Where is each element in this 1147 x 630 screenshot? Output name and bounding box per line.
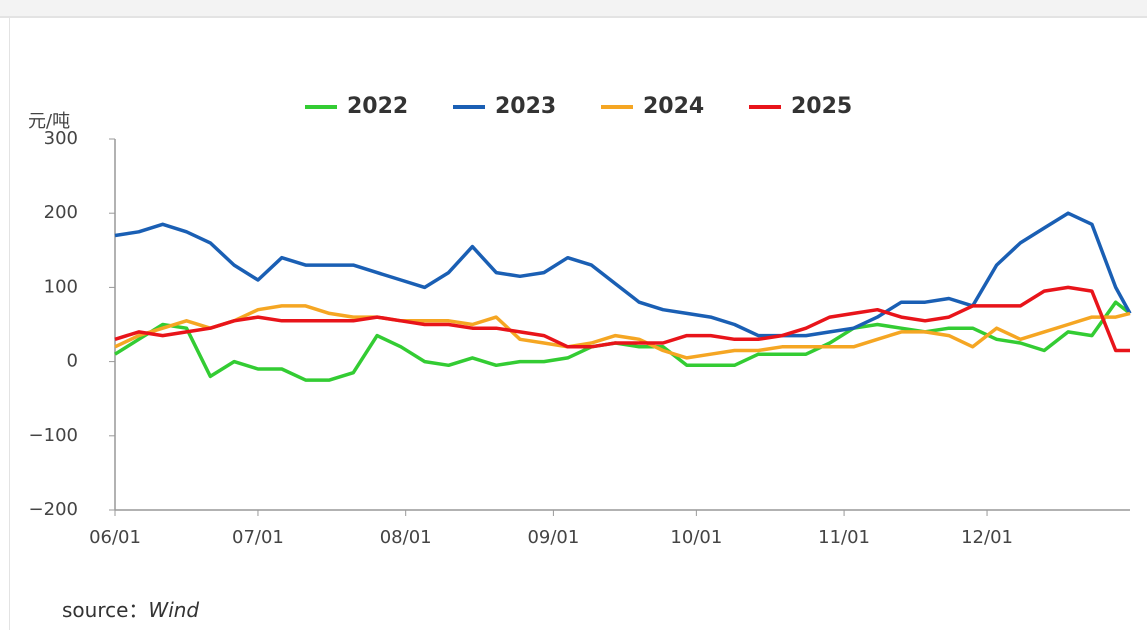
x-tick-label: 07/01 <box>232 527 284 548</box>
legend-text: 2023 <box>495 94 556 119</box>
top-bar <box>0 0 1147 18</box>
y-tick-label: 300 <box>44 128 78 149</box>
source-label: source： <box>62 598 149 622</box>
series-line <box>114 285 1130 353</box>
y-tick-label: 0 <box>67 351 78 372</box>
legend-text: 2024 <box>643 94 704 119</box>
y-tick-label: 100 <box>44 276 78 297</box>
series-line <box>114 300 1132 382</box>
x-tick-label: 06/01 <box>89 527 141 548</box>
y-axis-label: 元/吨 <box>28 111 70 132</box>
x-tick-label: 10/01 <box>670 527 722 548</box>
series-line <box>114 304 1131 360</box>
series-line <box>114 211 1132 338</box>
source-note: source：Wind <box>62 594 199 623</box>
legend-text: 2025 <box>791 94 852 119</box>
x-tick-label: 12/01 <box>961 527 1013 548</box>
legend-text: 2022 <box>347 94 408 119</box>
y-tick-label: −200 <box>29 499 78 520</box>
x-tick-label: 08/01 <box>380 527 432 548</box>
x-tick-label: 11/01 <box>818 527 870 548</box>
frame-edge <box>9 18 10 630</box>
y-tick-label: 200 <box>44 202 78 223</box>
source-name: Wind <box>148 598 200 622</box>
x-tick-label: 09/01 <box>527 527 579 548</box>
y-tick-label: −100 <box>29 425 78 446</box>
